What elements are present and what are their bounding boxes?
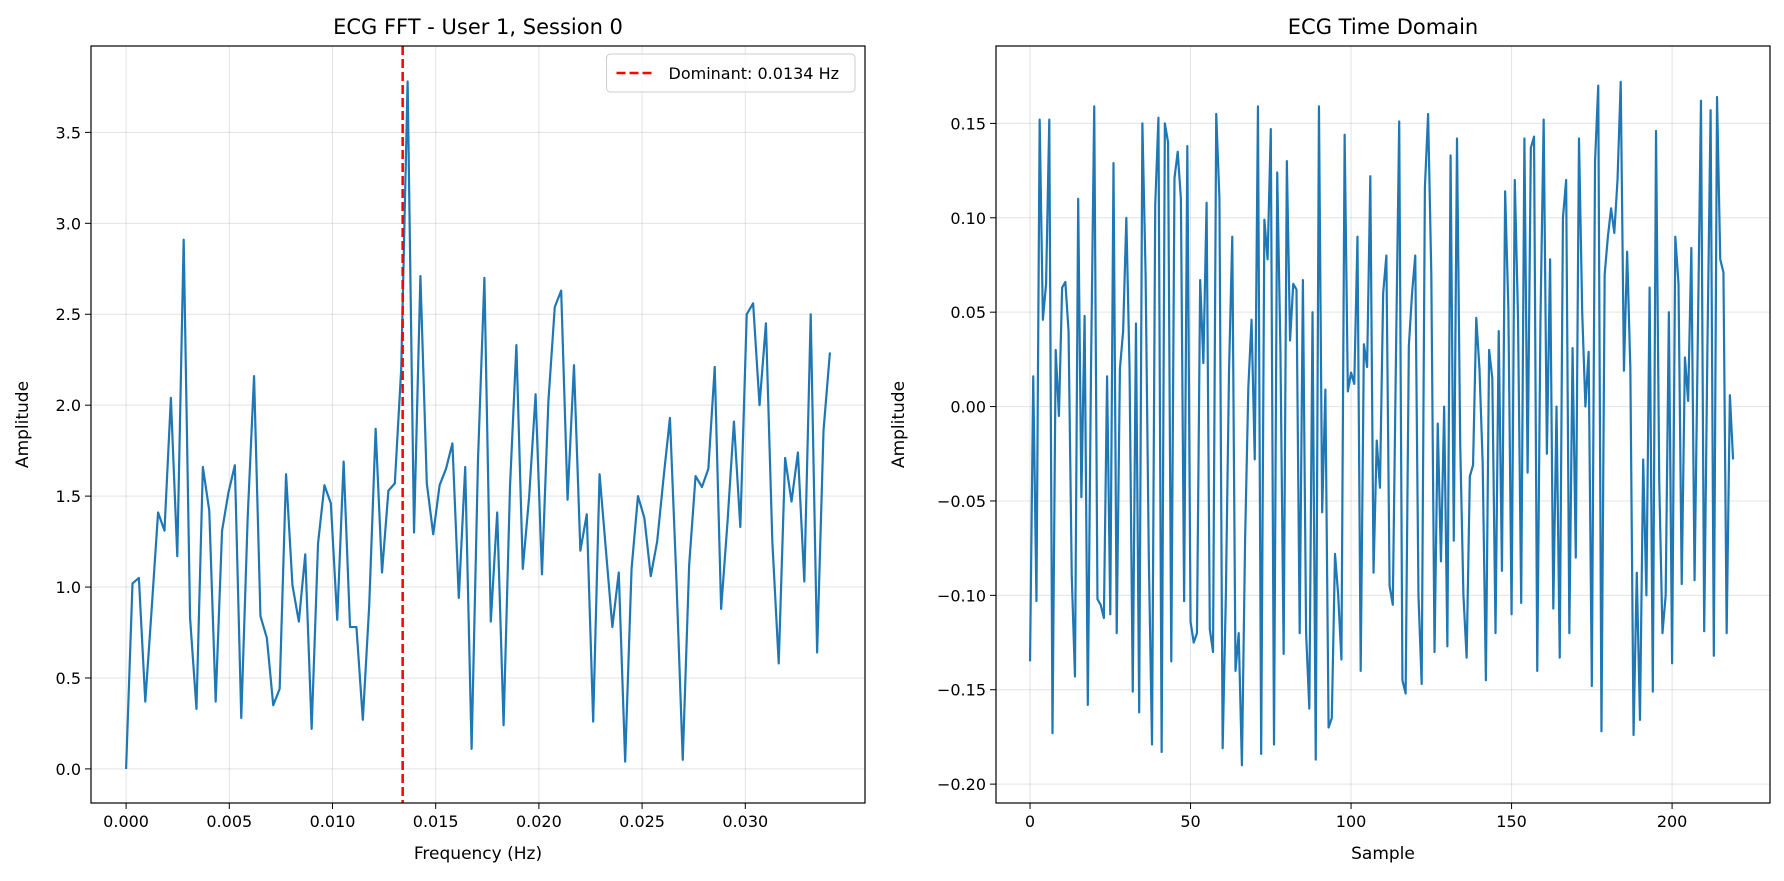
subplot: 0.000 0.005 0.010 0.015 0.020 0.025 0.030 0.0 0.…	[13, 15, 866, 864]
axes-frame	[90, 45, 866, 804]
y-tick-label: −0.15	[937, 681, 986, 700]
y-tick-label: 0.15	[950, 114, 986, 133]
y-tick-label: −0.05	[937, 492, 986, 511]
x-axis-label: Sample	[1351, 844, 1415, 864]
legend-box	[606, 53, 856, 93]
chart-title: ECG Time Domain	[1288, 15, 1478, 39]
x-tick-label: 0	[1025, 812, 1035, 831]
y-tick-label: 2.0	[56, 396, 81, 415]
x-tick-label: 0.005	[206, 812, 252, 831]
y-axis-label: Amplitude	[889, 381, 909, 468]
plot-area	[91, 46, 865, 803]
data-line	[1028, 80, 1735, 767]
y-tick-label: −0.10	[937, 586, 986, 605]
y-tick-label: −0.20	[937, 775, 986, 794]
axes-frame	[995, 45, 1771, 804]
x-tick-label: 0.000	[103, 812, 149, 831]
x-tick-label: 150	[1496, 812, 1527, 831]
data-line	[124, 80, 832, 769]
x-tick-label: 0.015	[413, 812, 459, 831]
chart-title: ECG FFT - User 1, Session 0	[333, 15, 623, 39]
y-tick-label: 3.0	[56, 214, 81, 233]
y-axis-label: Amplitude	[13, 381, 33, 468]
y-tick-label: 0.5	[56, 669, 81, 688]
x-tick-label: 50	[1180, 812, 1200, 831]
y-tick-label: 1.5	[56, 487, 81, 506]
x-tick-label: 200	[1657, 812, 1688, 831]
subplot: 0 50 100 150 200 −0.20 −0.15 −0.10 −0.05 0.00 0.05…	[889, 15, 1771, 864]
legend-label: Dominant: 0.0134 Hz	[669, 64, 839, 83]
y-tick-label: 0.00	[950, 398, 986, 417]
y-tick-label: 2.5	[56, 305, 81, 324]
x-tick-label: 0.010	[310, 812, 356, 831]
y-tick-label: 0.05	[950, 303, 986, 322]
legend: Dominant: 0.0134 Hz	[606, 53, 856, 93]
y-tick-label: 3.5	[56, 123, 81, 142]
x-tick-label: 0.030	[722, 812, 768, 831]
x-tick-label: 100	[1336, 812, 1367, 831]
x-axis-label: Frequency (Hz)	[414, 844, 542, 864]
y-tick-label: 1.0	[56, 578, 81, 597]
x-tick-label: 0.025	[619, 812, 665, 831]
x-tick-label: 0.020	[516, 812, 562, 831]
y-tick-label: 0.0	[56, 760, 81, 779]
y-tick-label: 0.10	[950, 209, 986, 228]
